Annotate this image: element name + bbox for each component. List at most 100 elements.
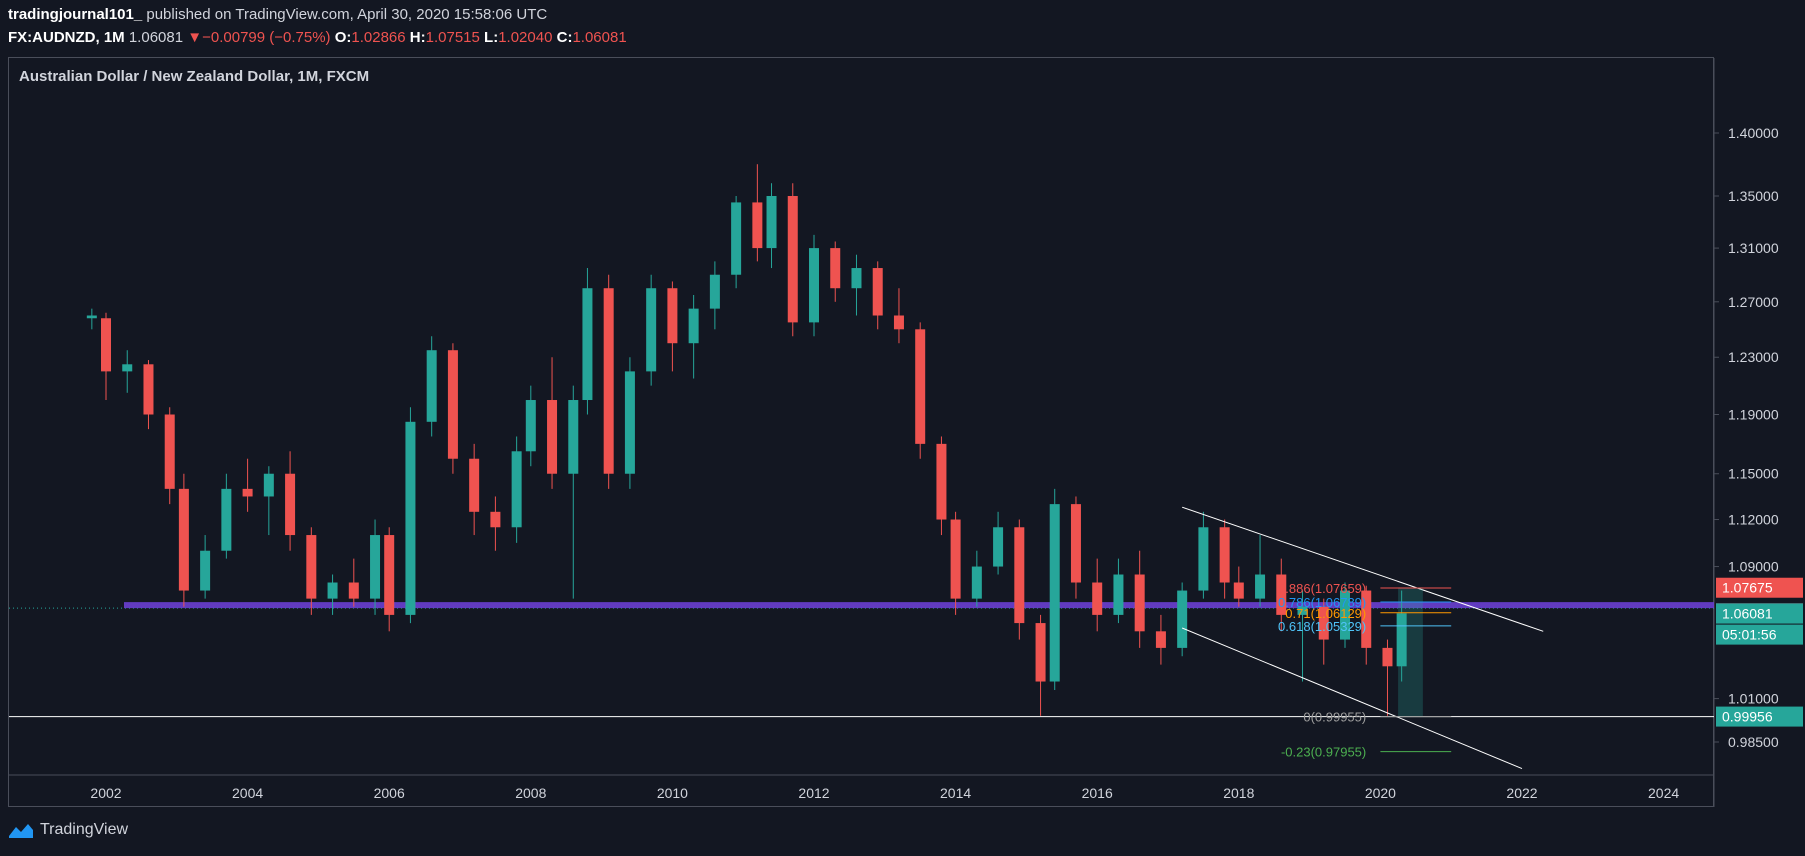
x-tick-label: 2016 [1082, 785, 1113, 801]
channel-upper-line [1181, 506, 1544, 632]
candle-down [752, 202, 763, 249]
candle-up [568, 400, 579, 474]
candle-down [787, 195, 798, 323]
candle-up [405, 421, 416, 615]
price-tag-text: 0.99956 [1722, 709, 1773, 725]
candle-down [1134, 574, 1145, 632]
candle-down [936, 443, 947, 520]
candle-up [1177, 590, 1188, 648]
candle-up [993, 527, 1004, 567]
candle-down [1092, 582, 1103, 615]
chart-title: Australian Dollar / New Zealand Dollar, … [19, 68, 370, 85]
candle-down [143, 364, 154, 415]
footer-brand[interactable]: TradingView [8, 821, 128, 839]
open-value: 1.02866 [351, 29, 406, 46]
candle-down [547, 400, 558, 474]
candle-up [1113, 574, 1124, 615]
candle-up [646, 288, 657, 372]
x-tick-label: 2020 [1365, 785, 1396, 801]
fib-level-label: -0.23(0.97955) [1281, 745, 1366, 760]
candle-down [348, 582, 359, 599]
candle-up [624, 371, 635, 474]
close-label: C: [556, 29, 573, 46]
y-tick-label: 1.19000 [1728, 407, 1779, 423]
x-tick-label: 2012 [798, 785, 829, 801]
candle-down [1155, 631, 1166, 648]
candle-down [893, 315, 904, 330]
brand-name: TradingView [40, 821, 129, 838]
tradingview-logo-icon [9, 824, 33, 838]
channel-lower-line [1181, 627, 1523, 770]
candle-down [872, 268, 883, 316]
candle-down [490, 511, 501, 528]
publish-text: published on TradingView.com, April 30, … [146, 6, 548, 23]
down-arrow-icon: ▼ [187, 29, 203, 46]
candle-down [1014, 527, 1025, 624]
candle-up [971, 566, 982, 599]
candle-up [370, 535, 381, 599]
publish-info: tradingjournal101_ published on TradingV… [8, 6, 547, 23]
candle-down [242, 488, 253, 497]
candle-up [1255, 574, 1266, 599]
candle-up [766, 195, 777, 249]
fib-level-label: 0.786(1.06789) [1278, 595, 1366, 610]
candle-down [447, 350, 458, 459]
price-tag: 1.07675 [1716, 577, 1803, 598]
price-tag-bg [1716, 624, 1803, 645]
y-tick-label: 1.23000 [1728, 349, 1779, 365]
price-tag: 05:01:56 [1716, 624, 1803, 645]
candle-down [1035, 623, 1046, 682]
candle-down [285, 473, 296, 536]
candle-down [384, 535, 395, 615]
candle-up [221, 488, 232, 551]
close-value: 1.06081 [572, 29, 627, 46]
candle-up [1198, 527, 1209, 591]
x-tick-label: 2004 [232, 785, 263, 801]
candle-up [122, 364, 133, 372]
candle-down [603, 288, 614, 474]
x-tick-label: 2018 [1223, 785, 1254, 801]
candle-down [1219, 527, 1230, 583]
fib-level-label: 0.618(1.05329) [1278, 619, 1366, 634]
candle-down [667, 288, 678, 344]
candle-up [511, 451, 522, 528]
high-label: H: [409, 29, 426, 46]
price-tag: 0.99956 [1716, 706, 1803, 727]
x-tick-label: 2022 [1506, 785, 1537, 801]
candle-up [525, 400, 536, 452]
x-tick-label: 2010 [657, 785, 688, 801]
candle-down [950, 519, 961, 599]
candle-down [469, 458, 480, 512]
candle-down [830, 248, 841, 289]
candle-up [688, 308, 699, 344]
low-value: 1.02040 [498, 29, 553, 46]
change-value: −0.00799 (−0.75%) [202, 29, 331, 46]
candle-up [731, 202, 742, 275]
support-zone-band [124, 602, 1714, 609]
fib-level-label: 0.886(1.07659) [1278, 581, 1366, 596]
candle-down [1382, 647, 1393, 667]
candle-down [101, 318, 111, 372]
candle-up [426, 350, 437, 422]
ohlc-legend: FX:AUDNZD, 1M 1.06081 ▼−0.00799 (−0.75%)… [8, 29, 627, 46]
candle-up [263, 473, 274, 497]
symbol-label: FX:AUDNZD, 1M [8, 29, 125, 46]
candle-down [1276, 574, 1287, 615]
fib-level-label: 0(0.99955) [1303, 710, 1366, 725]
y-tick-label: 1.12000 [1728, 512, 1779, 528]
candle-down [1070, 504, 1081, 583]
candle-down [1361, 590, 1372, 648]
x-tick-label: 2024 [1648, 785, 1679, 801]
x-tick-label: 2002 [90, 785, 121, 801]
price-tag-text: 1.06081 [1722, 606, 1773, 622]
candle-up [582, 288, 593, 401]
candle-up [851, 268, 862, 289]
author-name[interactable]: tradingjournal101_ [8, 6, 143, 23]
low-label: L: [484, 29, 499, 46]
candle-up [86, 315, 97, 319]
candle-down [178, 488, 189, 591]
last-price: 1.06081 [128, 29, 184, 46]
candle-up [1396, 613, 1407, 667]
candle-up [1049, 504, 1060, 682]
